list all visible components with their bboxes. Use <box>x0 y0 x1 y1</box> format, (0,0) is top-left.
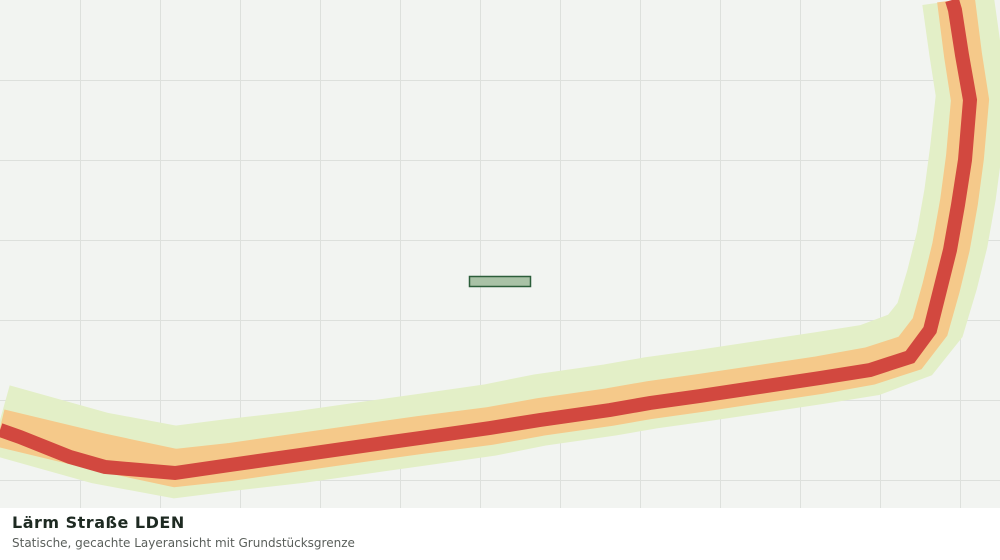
noise-band-high <box>0 0 978 481</box>
map-title: Lärm Straße LDEN <box>12 513 185 532</box>
parcel-boundary[interactable] <box>468 275 532 288</box>
map <box>0 0 1000 508</box>
map-subtitle: Statische, gecachte Layeransicht mit Gru… <box>12 536 355 550</box>
map-grid <box>0 0 1000 508</box>
